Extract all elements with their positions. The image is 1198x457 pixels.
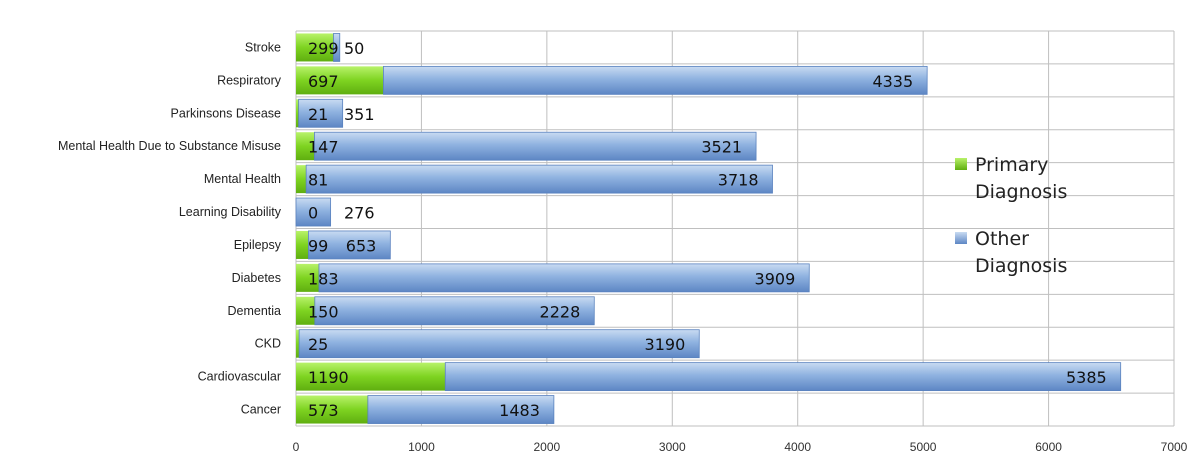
legend-swatch-primary (955, 158, 967, 170)
bar-primary (296, 132, 315, 161)
category-label: CKD (255, 337, 281, 351)
value-label-other: 4335 (872, 72, 913, 91)
value-label-other: 351 (344, 105, 375, 124)
bar-primary (296, 33, 334, 62)
legend-swatch-other (955, 232, 967, 244)
gridlines (295, 30, 1175, 427)
legend-item-primary: Primary Diagnosis (955, 152, 1155, 206)
value-label-primary: 21 (308, 105, 328, 124)
value-label-other: 3909 (755, 269, 796, 288)
value-label-primary: 697 (308, 72, 339, 91)
category-label: Mental Health (204, 172, 281, 186)
category-label: Cancer (241, 403, 281, 417)
bar-other (298, 329, 700, 359)
category-label: Cardiovascular (198, 370, 281, 384)
value-label-primary: 1190 (308, 368, 349, 387)
bar-primary (296, 230, 309, 259)
bar-primary (296, 263, 319, 292)
category-label: Stroke (245, 40, 281, 54)
value-label-other: 3190 (645, 335, 686, 354)
value-label-primary: 0 (308, 204, 318, 223)
value-label-primary: 25 (308, 335, 328, 354)
bar-other (318, 263, 810, 293)
value-label-primary: 99 (308, 236, 328, 255)
bar-primary (296, 329, 300, 358)
bar-primary (296, 362, 446, 391)
bar-primary (296, 165, 307, 194)
category-label: Diabetes (232, 271, 281, 285)
legend: Primary Diagnosis Other Diagnosis (955, 152, 1155, 300)
legend-item-other: Other Diagnosis (955, 226, 1155, 280)
bar-other (295, 197, 332, 227)
bar-primary (296, 66, 384, 95)
value-label-primary: 150 (308, 302, 339, 321)
category-label: Mental Health Due to Substance Misuse (58, 139, 281, 153)
value-label-primary: 183 (308, 269, 339, 288)
category-label: Parkinsons Disease (171, 106, 282, 120)
x-tick-label: 0 (293, 440, 300, 454)
bar-other (308, 230, 391, 260)
value-label-other: 1483 (499, 401, 540, 420)
category-labels: Stroke Respiratory Parkinsons Disease Menta… (58, 40, 282, 416)
legend-label-primary: Primary Diagnosis (975, 154, 1068, 203)
value-label-other: 5385 (1066, 368, 1107, 387)
bar-other (314, 296, 595, 326)
x-tick-label: 4000 (784, 440, 811, 454)
bar-other (444, 362, 1122, 392)
x-tick-labels: 0 1000 2000 3000 4000 5000 6000 7000 (293, 440, 1188, 454)
value-label-other: 2228 (540, 302, 581, 321)
value-label-primary: 299 (308, 39, 339, 58)
bar-other (298, 98, 344, 128)
value-label-primary: 81 (308, 171, 328, 190)
value-labels: 299 50 697 4335 21 351 147 3521 81 3718 0 276 99 653 1… (308, 39, 1107, 420)
bar-other (367, 395, 555, 424)
value-label-primary: 573 (308, 401, 339, 420)
x-tick-label: 2000 (534, 440, 561, 454)
x-tick-label: 5000 (910, 440, 937, 454)
legend-label-other: Other Diagnosis (975, 228, 1068, 277)
value-label-other: 3521 (701, 138, 742, 157)
bar-other (383, 65, 928, 95)
value-label-other: 653 (346, 236, 377, 255)
x-tick-label: 6000 (1035, 440, 1062, 454)
value-label-other: 276 (344, 204, 375, 223)
category-label: Dementia (228, 304, 282, 318)
bar-primary (296, 99, 299, 128)
x-tick-label: 1000 (408, 440, 435, 454)
bar-primary (296, 296, 315, 325)
bar-other (333, 33, 341, 62)
bars (295, 33, 1122, 424)
x-tick-label: 3000 (659, 440, 686, 454)
value-label-primary: 147 (308, 138, 339, 157)
value-label-other: 3718 (718, 171, 759, 190)
category-label: Respiratory (217, 73, 282, 87)
category-label: Epilepsy (234, 238, 282, 252)
bar-primary (296, 395, 368, 424)
x-tick-label: 7000 (1161, 440, 1188, 454)
category-label: Learning Disability (179, 205, 282, 219)
value-label-other: 50 (344, 39, 364, 58)
bar-other (305, 164, 773, 194)
bar-other (314, 131, 757, 161)
